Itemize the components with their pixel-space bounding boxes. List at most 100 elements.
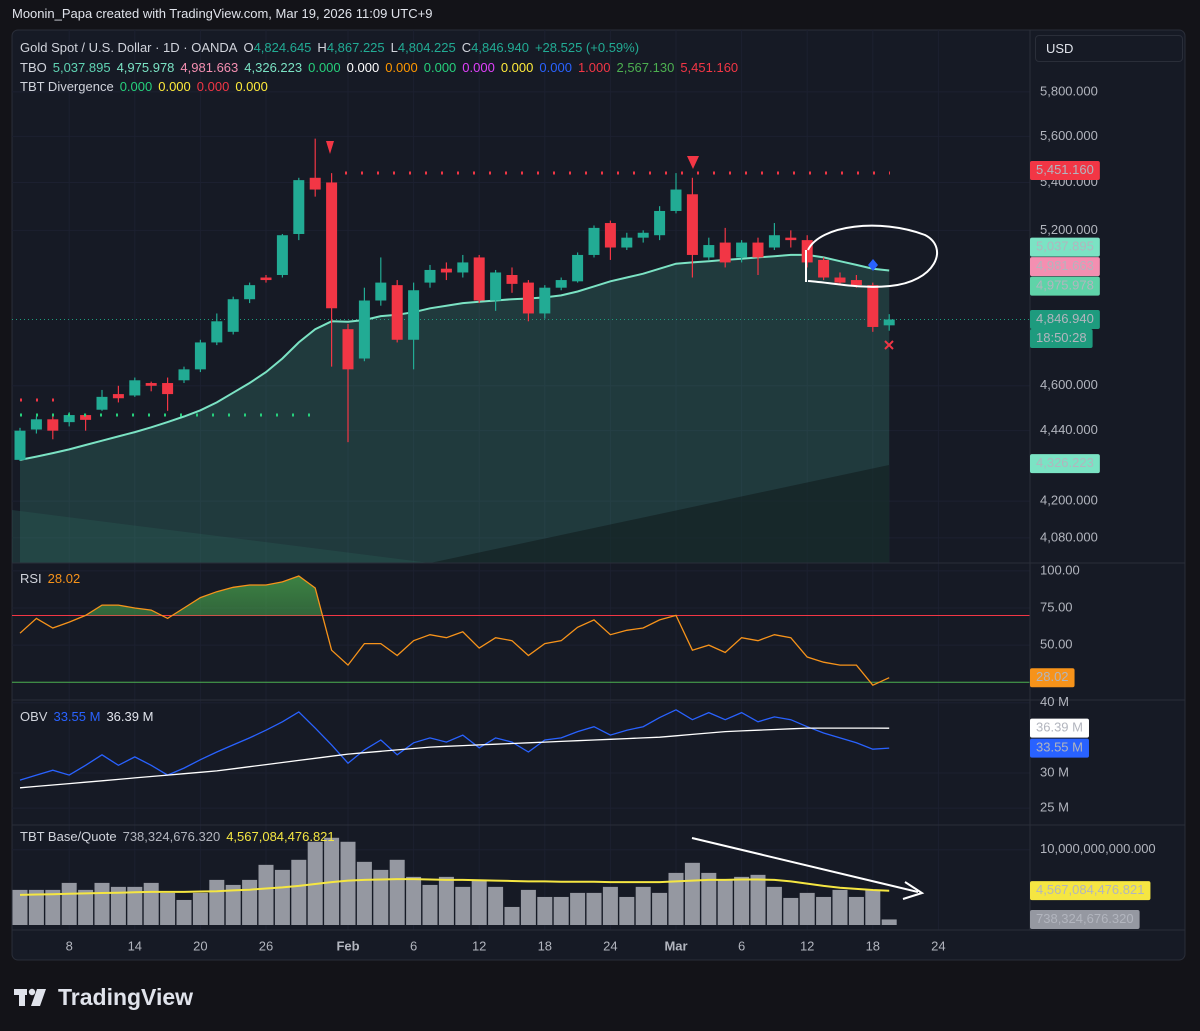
volume-bar <box>717 879 733 925</box>
legend-item: 4,567,084,476.821 <box>226 829 335 844</box>
legend-item: 1.000 <box>577 60 611 75</box>
volume-bar <box>389 859 405 925</box>
legend-item: 28.02 <box>47 571 81 586</box>
last-value-label: 738,324,676.320 <box>1036 911 1134 926</box>
volume-bar <box>668 872 684 925</box>
last-value-label-bg <box>1030 909 1140 929</box>
candle-body <box>47 419 59 431</box>
last-value-label: 36.39 M <box>1036 720 1083 735</box>
last-value-label: 28.02 <box>1036 669 1069 684</box>
last-value-label-bg <box>1030 718 1089 738</box>
candle-body <box>178 369 190 381</box>
cloud-lower <box>430 465 889 563</box>
candle-body <box>162 383 174 395</box>
credit: Moonin_Papa created with TradingView.com… <box>12 6 433 21</box>
trend-arrow <box>691 837 919 893</box>
legend-item: 0.000 <box>539 60 572 75</box>
candle-body <box>588 227 600 255</box>
volume-bar <box>356 861 372 925</box>
legend-item: O <box>243 40 254 55</box>
candle-body <box>80 415 92 420</box>
candle-body <box>424 269 436 283</box>
legend-item: 4,981.663 <box>180 60 239 75</box>
candle-body <box>736 242 748 258</box>
legend: TBO 5,037.895 4,975.978 4,981.663 4,326.223 0… <box>20 60 738 75</box>
sell-marker <box>687 156 699 169</box>
x-tick-label: 12 <box>800 938 814 953</box>
volume-bar <box>422 884 438 925</box>
volume-bar <box>750 874 766 925</box>
legend: TBT Base/Quote 738,324,676.320 4,567,084,4… <box>20 829 335 844</box>
arrow-head <box>902 881 925 900</box>
volume-bar <box>176 899 192 925</box>
legend-item: 4,326.223 <box>244 60 303 75</box>
plot-area <box>12 30 1030 930</box>
annotations <box>20 141 938 900</box>
candle-body <box>621 237 633 248</box>
candle-body <box>703 245 715 258</box>
legend-item: C <box>461 40 472 55</box>
ma-line <box>19 253 890 461</box>
volume-bar <box>160 892 176 925</box>
y-tick-label: 4,440.000 <box>1040 422 1098 437</box>
volume-bar <box>127 886 143 925</box>
volume-bar <box>520 889 536 925</box>
candle-body <box>637 232 649 238</box>
candle-body <box>670 189 682 211</box>
sell-marker <box>326 141 334 154</box>
x-tick-label: Mar <box>664 938 687 953</box>
volume-bar <box>832 889 848 925</box>
legend-item: 36.39 M <box>106 709 154 724</box>
volume-bar <box>274 869 290 925</box>
candle-body <box>457 262 469 273</box>
x-tick-label: 24 <box>603 938 617 953</box>
volume-bar <box>586 892 602 925</box>
candle-body <box>408 290 420 340</box>
candle-body <box>522 282 534 314</box>
candle-body <box>194 342 206 370</box>
price-label-bg <box>1030 276 1100 296</box>
volume-bar <box>619 896 635 925</box>
volume-bar <box>488 886 504 925</box>
volume-bar <box>242 879 258 925</box>
volume-bar <box>143 882 159 925</box>
price-label: 4,846.940 <box>1036 311 1094 326</box>
candle-body <box>112 394 124 399</box>
y-tick-label: 50.00 <box>1040 637 1073 652</box>
volume-bar <box>602 886 618 925</box>
candle-body <box>375 282 387 301</box>
x-tick-label: 24 <box>931 938 945 953</box>
legend: TBT Divergence 0.000 0.000 0.000 0.000 <box>20 79 268 94</box>
candle-body <box>719 242 731 263</box>
legend-title: Gold Spot / U.S. Dollar · 1D · OANDA <box>20 40 238 55</box>
chart-frame <box>11 29 1186 961</box>
y-tick-label: 5,200.000 <box>1040 222 1098 237</box>
candle-body <box>342 329 354 370</box>
volume-bar <box>553 896 569 925</box>
last-value-label-bg <box>1030 738 1089 758</box>
volume-bar <box>373 869 389 925</box>
volume-bar <box>701 872 717 925</box>
candle-body <box>834 277 846 283</box>
legend-item: 2,567.130 <box>616 60 675 75</box>
candle-body <box>358 300 370 359</box>
volume-bar <box>570 892 586 925</box>
indicator-line <box>19 575 890 686</box>
currency-button[interactable]: USD <box>1035 35 1183 62</box>
price-label: 4,975.978 <box>1036 278 1094 293</box>
volume-bar <box>881 919 897 925</box>
candle-body <box>801 240 813 263</box>
legend-item: 0.000 <box>308 60 341 75</box>
volume-bar <box>799 892 815 925</box>
legend-item: 33.55 M <box>53 709 101 724</box>
candle-body <box>276 235 288 275</box>
candle-body <box>555 280 567 288</box>
candle-body <box>96 396 108 410</box>
y-tick-label: 10,000,000,000.000 <box>1040 841 1156 856</box>
legend: RSI 28.02 <box>20 571 80 586</box>
candle-body <box>850 280 862 286</box>
candle-body <box>473 257 485 301</box>
price-label: 5,451.160 <box>1036 162 1094 177</box>
y-tick-label: 5,800.000 <box>1040 83 1098 98</box>
